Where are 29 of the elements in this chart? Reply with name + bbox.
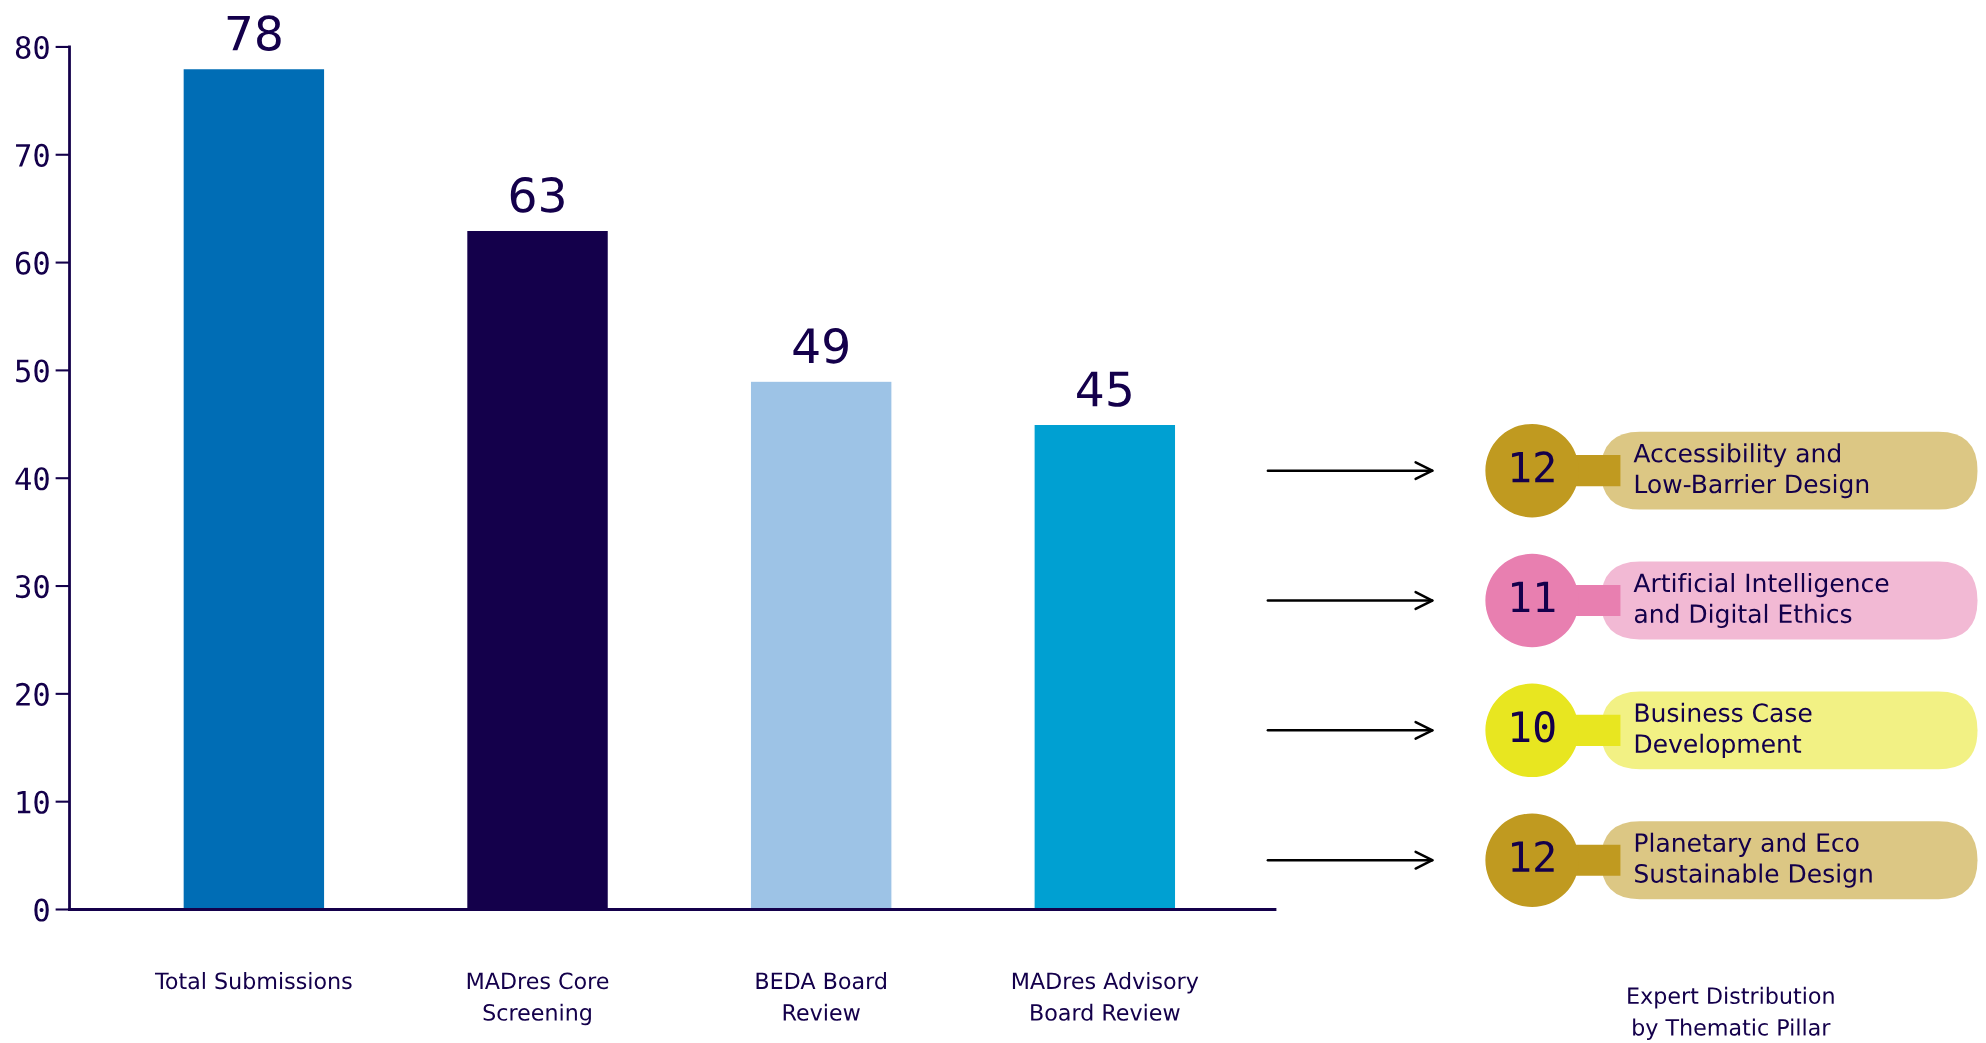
bar [749,380,893,910]
data-label: 12 [1512,840,1554,872]
y-tick-label: 40 [15,467,49,491]
y-tick-label: 0 [34,898,49,922]
data-label: 11 [1512,581,1555,613]
category-label: Planetary and Eco Sustainable Design [1635,832,1872,888]
category-label: Artificial Intelligence and Digital Ethics [1633,572,1889,629]
y-tick-label: 30 [16,575,49,599]
data-label: 45 [1077,371,1131,407]
data-label: 78 [227,15,281,52]
y-tick-label: 50 [16,359,49,383]
data-label: 49 [793,327,848,364]
x-tick-label: Total Submissions [154,972,352,990]
data-label: 63 [510,177,564,213]
y-tick-label: 70 [16,143,49,167]
y-tick-label: 10 [17,790,49,814]
x-tick-label: MADres Advisory Board Review [1012,972,1199,1021]
category-label: Business Case Development [1635,702,1812,758]
category-label: Accessibility and Low-Barrier Design [1633,443,1869,499]
x-tick-label: MADres Core Screening [467,972,609,1026]
y-tick-label: 60 [15,251,49,275]
data-label: 10 [1512,711,1555,743]
y-tick-label: 80 [15,35,49,60]
y-tick-label: 20 [16,682,49,706]
x-tick-label: BEDA Board Review [756,972,886,1021]
data-label: 12 [1512,451,1554,483]
text: Expert Distribution by Thematic Pillar [1628,986,1834,1041]
bar [1033,423,1177,910]
bar [182,67,326,910]
